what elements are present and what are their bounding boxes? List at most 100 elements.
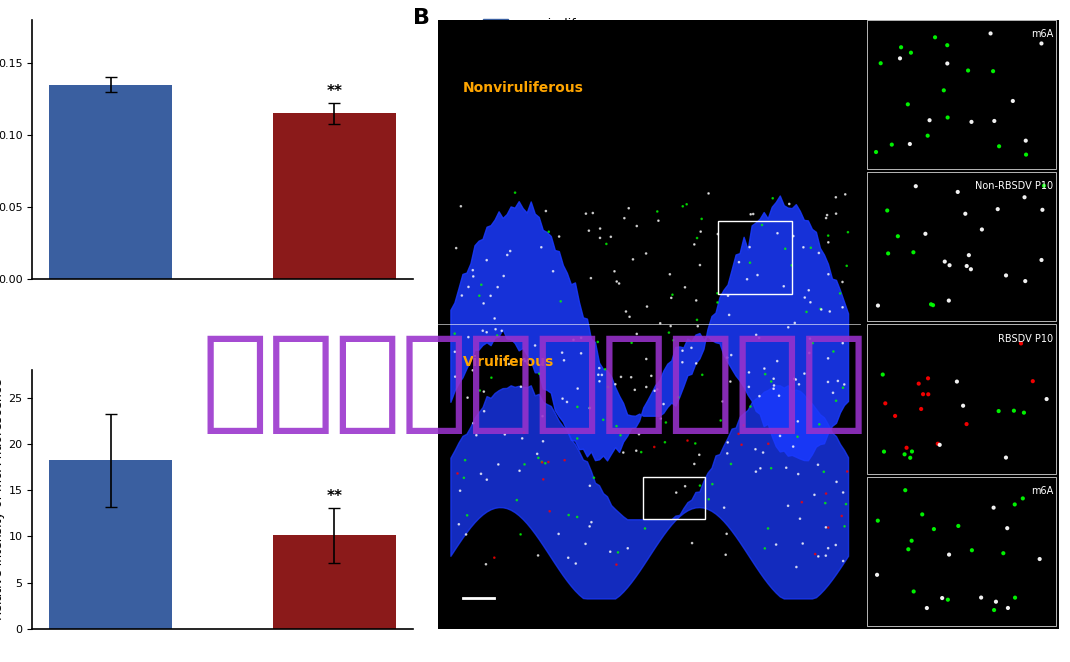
Point — [997, 270, 1014, 281]
Point — [473, 469, 490, 479]
Point — [656, 437, 673, 448]
Point — [771, 431, 789, 442]
Point — [569, 383, 586, 394]
Point — [483, 291, 500, 301]
Point — [747, 466, 764, 477]
Point — [700, 188, 717, 199]
Point — [1031, 553, 1049, 564]
Point — [530, 453, 547, 463]
Point — [780, 322, 797, 332]
Point — [740, 367, 758, 378]
Point — [920, 389, 937, 400]
Point — [572, 332, 590, 343]
Point — [475, 298, 492, 308]
Point — [733, 440, 750, 450]
Point — [827, 192, 844, 203]
Point — [938, 58, 956, 69]
Point — [788, 374, 805, 385]
Point — [1016, 276, 1034, 287]
Point — [620, 543, 637, 553]
Point — [691, 481, 708, 491]
Point — [754, 448, 771, 458]
Point — [820, 237, 837, 248]
Point — [559, 397, 576, 407]
Point — [825, 346, 842, 357]
Point — [820, 543, 837, 553]
Point — [583, 517, 600, 528]
Point — [777, 244, 794, 254]
Point — [985, 116, 1003, 126]
Point — [742, 242, 759, 252]
Point — [477, 559, 494, 569]
Point — [555, 355, 572, 365]
Point — [471, 291, 488, 301]
Point — [811, 419, 828, 430]
Point — [637, 523, 654, 534]
Point — [963, 117, 980, 127]
Point — [459, 393, 476, 403]
Point — [790, 416, 807, 427]
Point — [958, 419, 975, 430]
Point — [751, 391, 768, 401]
Point — [615, 448, 632, 458]
Point — [880, 248, 897, 259]
Point — [883, 139, 900, 150]
Point — [517, 355, 534, 366]
Point — [938, 40, 956, 50]
Point — [901, 139, 918, 150]
Point — [874, 369, 891, 380]
Point — [903, 446, 920, 457]
Point — [834, 302, 851, 312]
Point — [821, 307, 838, 317]
Point — [493, 326, 510, 336]
Point — [792, 514, 809, 524]
Point — [502, 246, 519, 256]
Point — [719, 291, 736, 301]
Point — [526, 340, 544, 351]
Point — [1018, 135, 1035, 146]
Point — [567, 558, 584, 569]
Point — [907, 181, 924, 191]
Point — [516, 459, 533, 469]
Point — [453, 201, 470, 212]
Point — [595, 414, 612, 425]
Point — [756, 369, 774, 379]
Point — [686, 239, 703, 250]
Point — [941, 549, 958, 560]
Point — [700, 494, 717, 504]
Point — [660, 327, 677, 338]
Point — [801, 297, 819, 308]
Point — [825, 387, 842, 398]
Point — [626, 385, 643, 395]
Point — [478, 475, 495, 485]
Point — [934, 592, 951, 603]
Point — [645, 442, 662, 452]
Point — [628, 328, 645, 339]
Point — [693, 369, 710, 380]
Point — [535, 436, 552, 447]
Point — [709, 229, 727, 240]
Point — [1024, 376, 1041, 387]
Point — [533, 457, 550, 467]
Point — [464, 418, 482, 428]
Point — [731, 257, 748, 267]
Point — [905, 586, 922, 596]
Point — [495, 271, 513, 281]
Point — [688, 295, 705, 306]
Point — [632, 447, 649, 457]
Point — [674, 357, 691, 367]
Point — [747, 444, 764, 455]
Point — [927, 32, 944, 42]
Point — [601, 546, 618, 557]
Point — [1014, 493, 1031, 504]
Point — [623, 338, 640, 348]
Point — [608, 559, 625, 570]
Point — [610, 547, 627, 557]
Point — [496, 429, 514, 440]
Point — [835, 338, 852, 348]
Point — [798, 307, 815, 317]
Point — [689, 321, 706, 332]
Point — [941, 295, 958, 306]
Point — [1018, 150, 1035, 160]
Point — [1012, 338, 1029, 349]
